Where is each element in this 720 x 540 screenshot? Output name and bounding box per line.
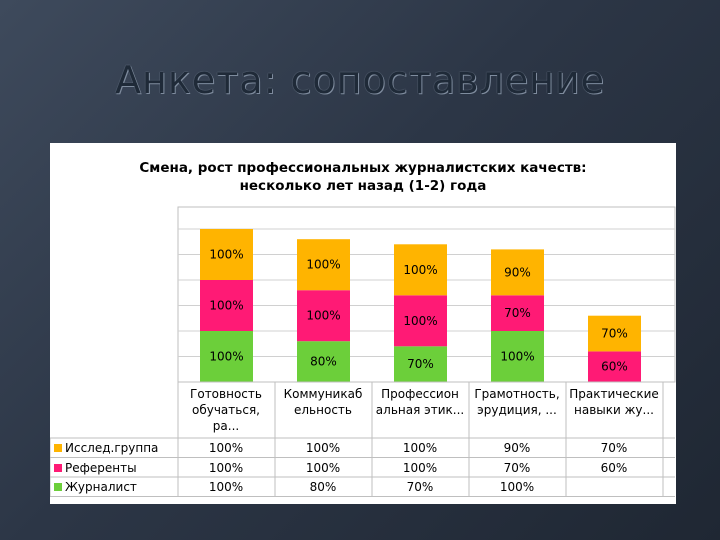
table-cell-1-4: 60%: [600, 460, 628, 475]
table-cell-1-0: 100%: [208, 460, 244, 475]
bar-Референты-0: [200, 280, 253, 331]
bar-Журналист-0: [200, 331, 253, 382]
bar-Исслед.группа-0: [200, 229, 253, 280]
bar-Журналист-1: [297, 341, 350, 382]
bar-label-Исслед.группа-0: 100%: [209, 248, 243, 262]
bar-label-Референты-4: 60%: [601, 360, 628, 374]
bar-label-Референты-3: 70%: [504, 306, 531, 320]
bar-Журналист-2: [394, 346, 447, 382]
category-label-2: Профессион альная этик...: [375, 387, 465, 417]
chart-plot: 100% 100% 100% 80% 100% 100% 70% 100% 100% 100% 70…: [50, 206, 676, 497]
chart-title-line-2: несколько лет назад (1-2) года: [239, 178, 487, 194]
legend-item-1: Референты: [54, 461, 137, 475]
table-cell-2-0: 100%: [208, 480, 244, 494]
legend-label-0: Исслед.группа: [65, 441, 159, 455]
category-label-1: Коммуникаб ельность: [283, 387, 363, 417]
table-cell-0-4: 70%: [600, 441, 628, 455]
table-cell-0-2: 100%: [402, 441, 438, 455]
bar-Исслед.группа-3: [491, 249, 544, 296]
table-cell-0-1: 100%: [305, 441, 341, 455]
bar-label-Референты-0: 100%: [209, 299, 243, 313]
table-cell-0-3: 90%: [503, 441, 531, 455]
legend-swatch-2: [54, 483, 62, 491]
slide-title: Анкета: сопоставление: [114, 58, 605, 102]
bar-label-Референты-1: 100%: [306, 309, 340, 323]
bar-label-Журналист-2: 70%: [407, 357, 434, 371]
bar-Референты-1: [297, 290, 350, 342]
bar-Референты-2: [394, 295, 447, 347]
bar-Референты-3: [491, 295, 544, 331]
chart-frame: Смена, рост профессиональных журналистск…: [50, 143, 676, 504]
legend-swatch-0: [54, 444, 62, 452]
bar-label-Журналист-0: 100%: [209, 350, 243, 364]
legend-item-0: Исслед.группа: [54, 441, 158, 455]
bar-label-Журналист-3: 100%: [500, 350, 534, 364]
table-cell-1-1: 100%: [305, 460, 341, 475]
category-label-0: Готовность обучаться, ра...: [190, 387, 262, 433]
bar-label-Исслед.группа-3: 90%: [504, 265, 531, 279]
legend-swatch-1: [54, 463, 62, 472]
table-cell-2-3: 100%: [499, 480, 535, 494]
bar-label-Исслед.группа-1: 100%: [306, 258, 340, 272]
bar-Журналист-3: [491, 331, 544, 382]
table-cell-1-3: 70%: [503, 460, 531, 475]
bar-Исслед.группа-2: [394, 244, 447, 296]
table-cell-0-0: 100%: [208, 441, 244, 455]
bar-label-Исслед.группа-4: 70%: [601, 327, 628, 341]
category-label-4: Практические навыки жу...: [569, 387, 659, 417]
category-label-3: Грамотность, эрудиция, ...: [474, 387, 560, 417]
legend-item-2: Журналист: [54, 480, 137, 494]
chart-title: Смена, рост профессиональных журналистск…: [50, 159, 676, 195]
bar-label-Журналист-1: 80%: [310, 355, 337, 369]
table-cell-1-2: 100%: [402, 460, 438, 475]
legend-label-2: Журналист: [65, 480, 137, 494]
bar-label-Исслед.группа-2: 100%: [403, 263, 437, 277]
chart-title-line-1: Смена, рост профессиональных журналистск…: [139, 160, 587, 176]
bar-Исслед.группа-1: [297, 239, 350, 291]
table-cell-2-1: 80%: [309, 480, 337, 494]
table-cell-2-2: 70%: [406, 480, 434, 494]
bar-label-Референты-2: 100%: [403, 314, 437, 328]
bar-Исслед.группа-4: [588, 315, 641, 352]
legend-label-1: Референты: [65, 460, 137, 475]
bar-Референты-4: [588, 351, 641, 382]
